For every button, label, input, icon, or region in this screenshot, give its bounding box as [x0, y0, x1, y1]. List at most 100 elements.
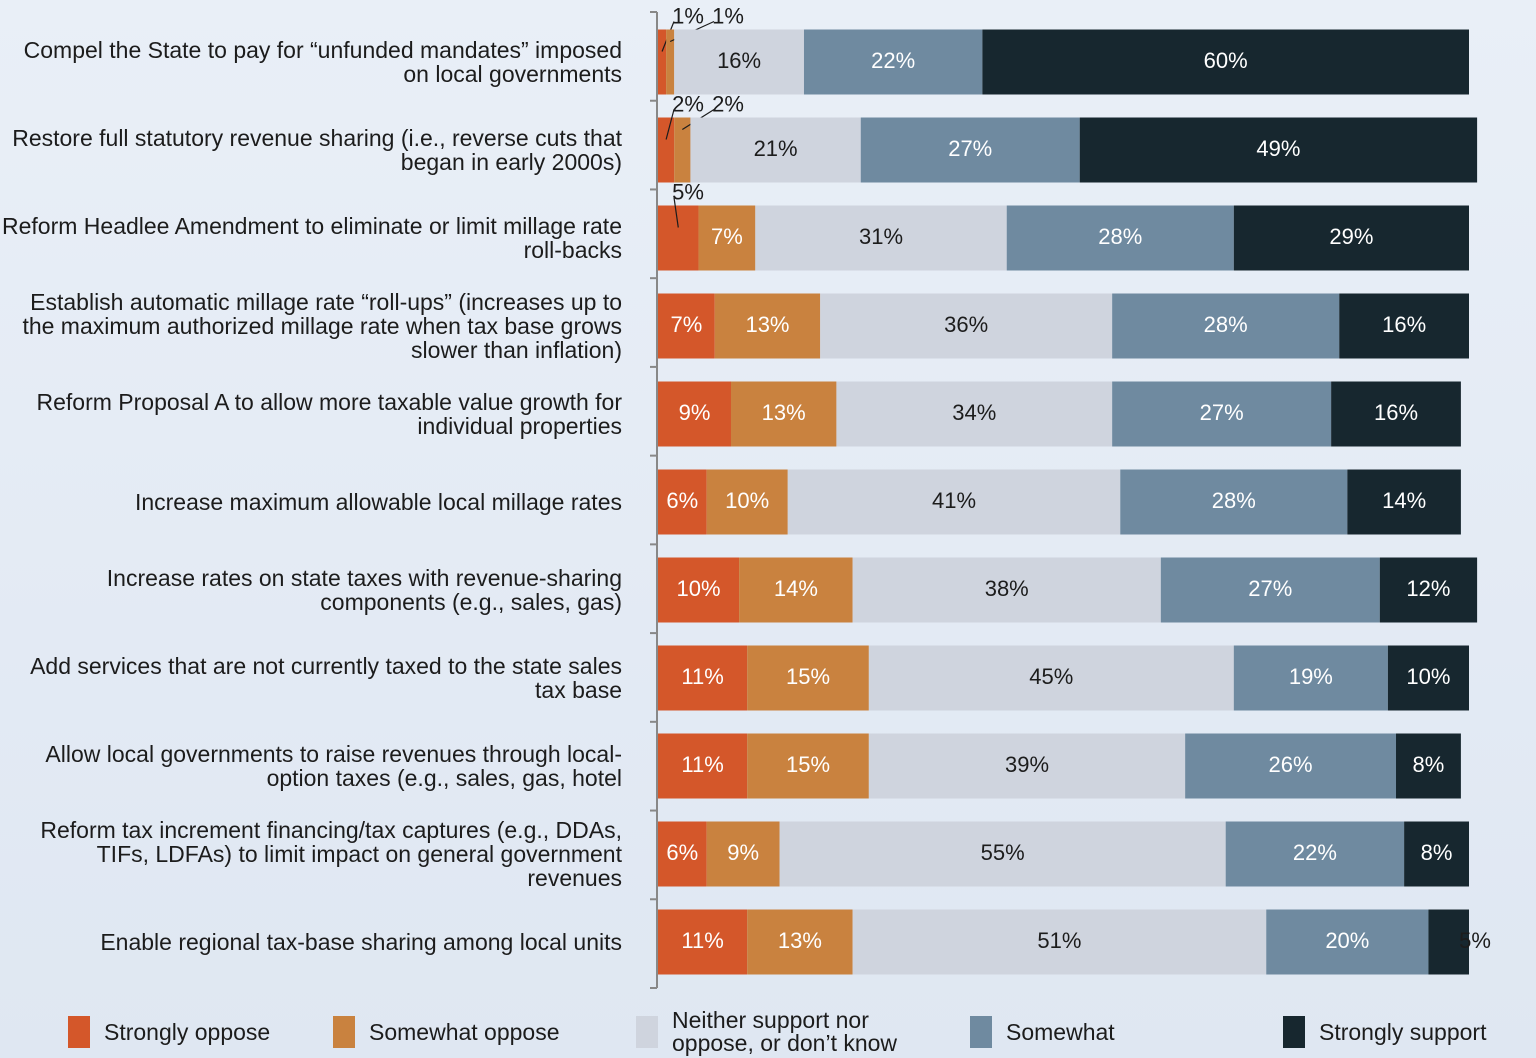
value-label: 10% [677, 576, 721, 601]
legend-item: Somewhat oppose [333, 1012, 560, 1052]
bar-segment [779, 821, 1226, 887]
bar-segment [658, 29, 667, 95]
value-label: 28% [1204, 312, 1248, 337]
value-label: 22% [1293, 840, 1337, 865]
bar-segment [1079, 117, 1478, 183]
value-label: 16% [1374, 400, 1418, 425]
value-label: 2% [672, 91, 704, 116]
category-label: Reform Proposal A to allow more taxable … [36, 389, 622, 439]
bar-segment [868, 645, 1234, 711]
bar-segment [1347, 469, 1461, 535]
value-label: 39% [1005, 752, 1049, 777]
value-label: 7% [711, 224, 743, 249]
value-label: 11% [681, 928, 723, 953]
value-label: 9% [679, 400, 711, 425]
value-label: 16% [1382, 312, 1426, 337]
value-label: 20% [1325, 928, 1369, 953]
value-label: 8% [1421, 840, 1453, 865]
bar-segment [868, 733, 1186, 799]
bar-segment [666, 29, 675, 95]
value-label: 9% [727, 840, 759, 865]
value-label: 10% [725, 488, 769, 513]
value-label: 13% [745, 312, 789, 337]
bar-segment [1339, 293, 1469, 359]
value-label: 8% [1413, 752, 1445, 777]
category-label: Reform tax increment financing/tax captu… [40, 817, 622, 891]
bar-segment [730, 381, 837, 447]
bar-segment [1225, 821, 1405, 887]
bar-segment [1233, 205, 1469, 271]
bar-segment [1120, 469, 1348, 535]
legend-swatch [970, 1016, 992, 1048]
bar-segment [747, 909, 853, 975]
value-label: 14% [1382, 488, 1426, 513]
bar-segment [714, 293, 821, 359]
bar-segment [1387, 645, 1469, 711]
value-label: 21% [754, 136, 798, 161]
value-label: 13% [762, 400, 806, 425]
bar-segment [1396, 733, 1461, 799]
value-label: 13% [778, 928, 822, 953]
value-label: 41% [932, 488, 976, 513]
value-label: 29% [1329, 224, 1373, 249]
bar-segment [1266, 909, 1429, 975]
value-label: 38% [985, 576, 1029, 601]
value-label: 60% [1204, 48, 1248, 73]
bar-segment [1331, 381, 1461, 447]
legend-item: Strongly support [1283, 1012, 1486, 1052]
value-label: 27% [948, 136, 992, 161]
bar-segment [658, 205, 699, 271]
category-label: Establish automatic millage rate “roll-u… [22, 289, 622, 363]
leader-line [673, 197, 679, 228]
value-label: 1% [712, 3, 744, 28]
category-label: Allow local governments to raise revenue… [45, 741, 622, 791]
category-label: Restore full statutory revenue sharing (… [12, 125, 622, 175]
value-label: 11% [681, 752, 723, 777]
value-label: 12% [1406, 576, 1450, 601]
legend-swatch [333, 1016, 355, 1048]
bar-segment [747, 645, 869, 711]
legend-label: Somewhat oppose [369, 1018, 560, 1045]
leader-line [665, 109, 675, 140]
bar-segment [860, 117, 1080, 183]
legend-item: Strongly oppose [68, 1012, 270, 1052]
value-label: 28% [1098, 224, 1142, 249]
value-label: 22% [871, 48, 915, 73]
bar-segment [658, 821, 707, 887]
value-label: 49% [1256, 136, 1300, 161]
category-label: Increase maximum allowable local millage… [134, 489, 622, 515]
legend-label: Strongly oppose [104, 1018, 271, 1045]
value-label: 14% [774, 576, 818, 601]
value-label: 34% [952, 400, 996, 425]
bar-segment [747, 733, 869, 799]
bar-segment [658, 117, 675, 183]
value-label: 36% [944, 312, 988, 337]
bar-segment [852, 557, 1161, 623]
bar-segment [1160, 557, 1380, 623]
legend-label: Neither support nor oppose, or don’t kno… [672, 1007, 898, 1056]
legend-label: Somewhat [1006, 1018, 1115, 1045]
legend-swatch [636, 1016, 658, 1048]
bar-segment [658, 293, 715, 359]
value-label: 19% [1289, 664, 1333, 689]
bar-segment [706, 821, 780, 887]
value-label: 11% [681, 664, 723, 689]
bar-segment [803, 29, 983, 95]
bar-segment [658, 557, 740, 623]
bar-segment [739, 557, 853, 623]
bar-segment [706, 469, 788, 535]
bar-segment [787, 469, 1121, 535]
bar-segment [658, 381, 731, 447]
bar-segment [1112, 293, 1340, 359]
value-label: 6% [666, 840, 698, 865]
category-label: Increase rates on state taxes with reven… [106, 565, 622, 615]
legend-swatch [1283, 1016, 1305, 1048]
value-label: 15% [786, 664, 830, 689]
bar-segment [836, 381, 1113, 447]
bar-segment [1233, 645, 1388, 711]
bar-segment [1112, 381, 1332, 447]
bar-segment [658, 909, 748, 975]
category-label: Reform Headlee Amendment to eliminate or… [2, 213, 622, 263]
bar-segment [1404, 821, 1469, 887]
legend-swatch [68, 1016, 90, 1048]
